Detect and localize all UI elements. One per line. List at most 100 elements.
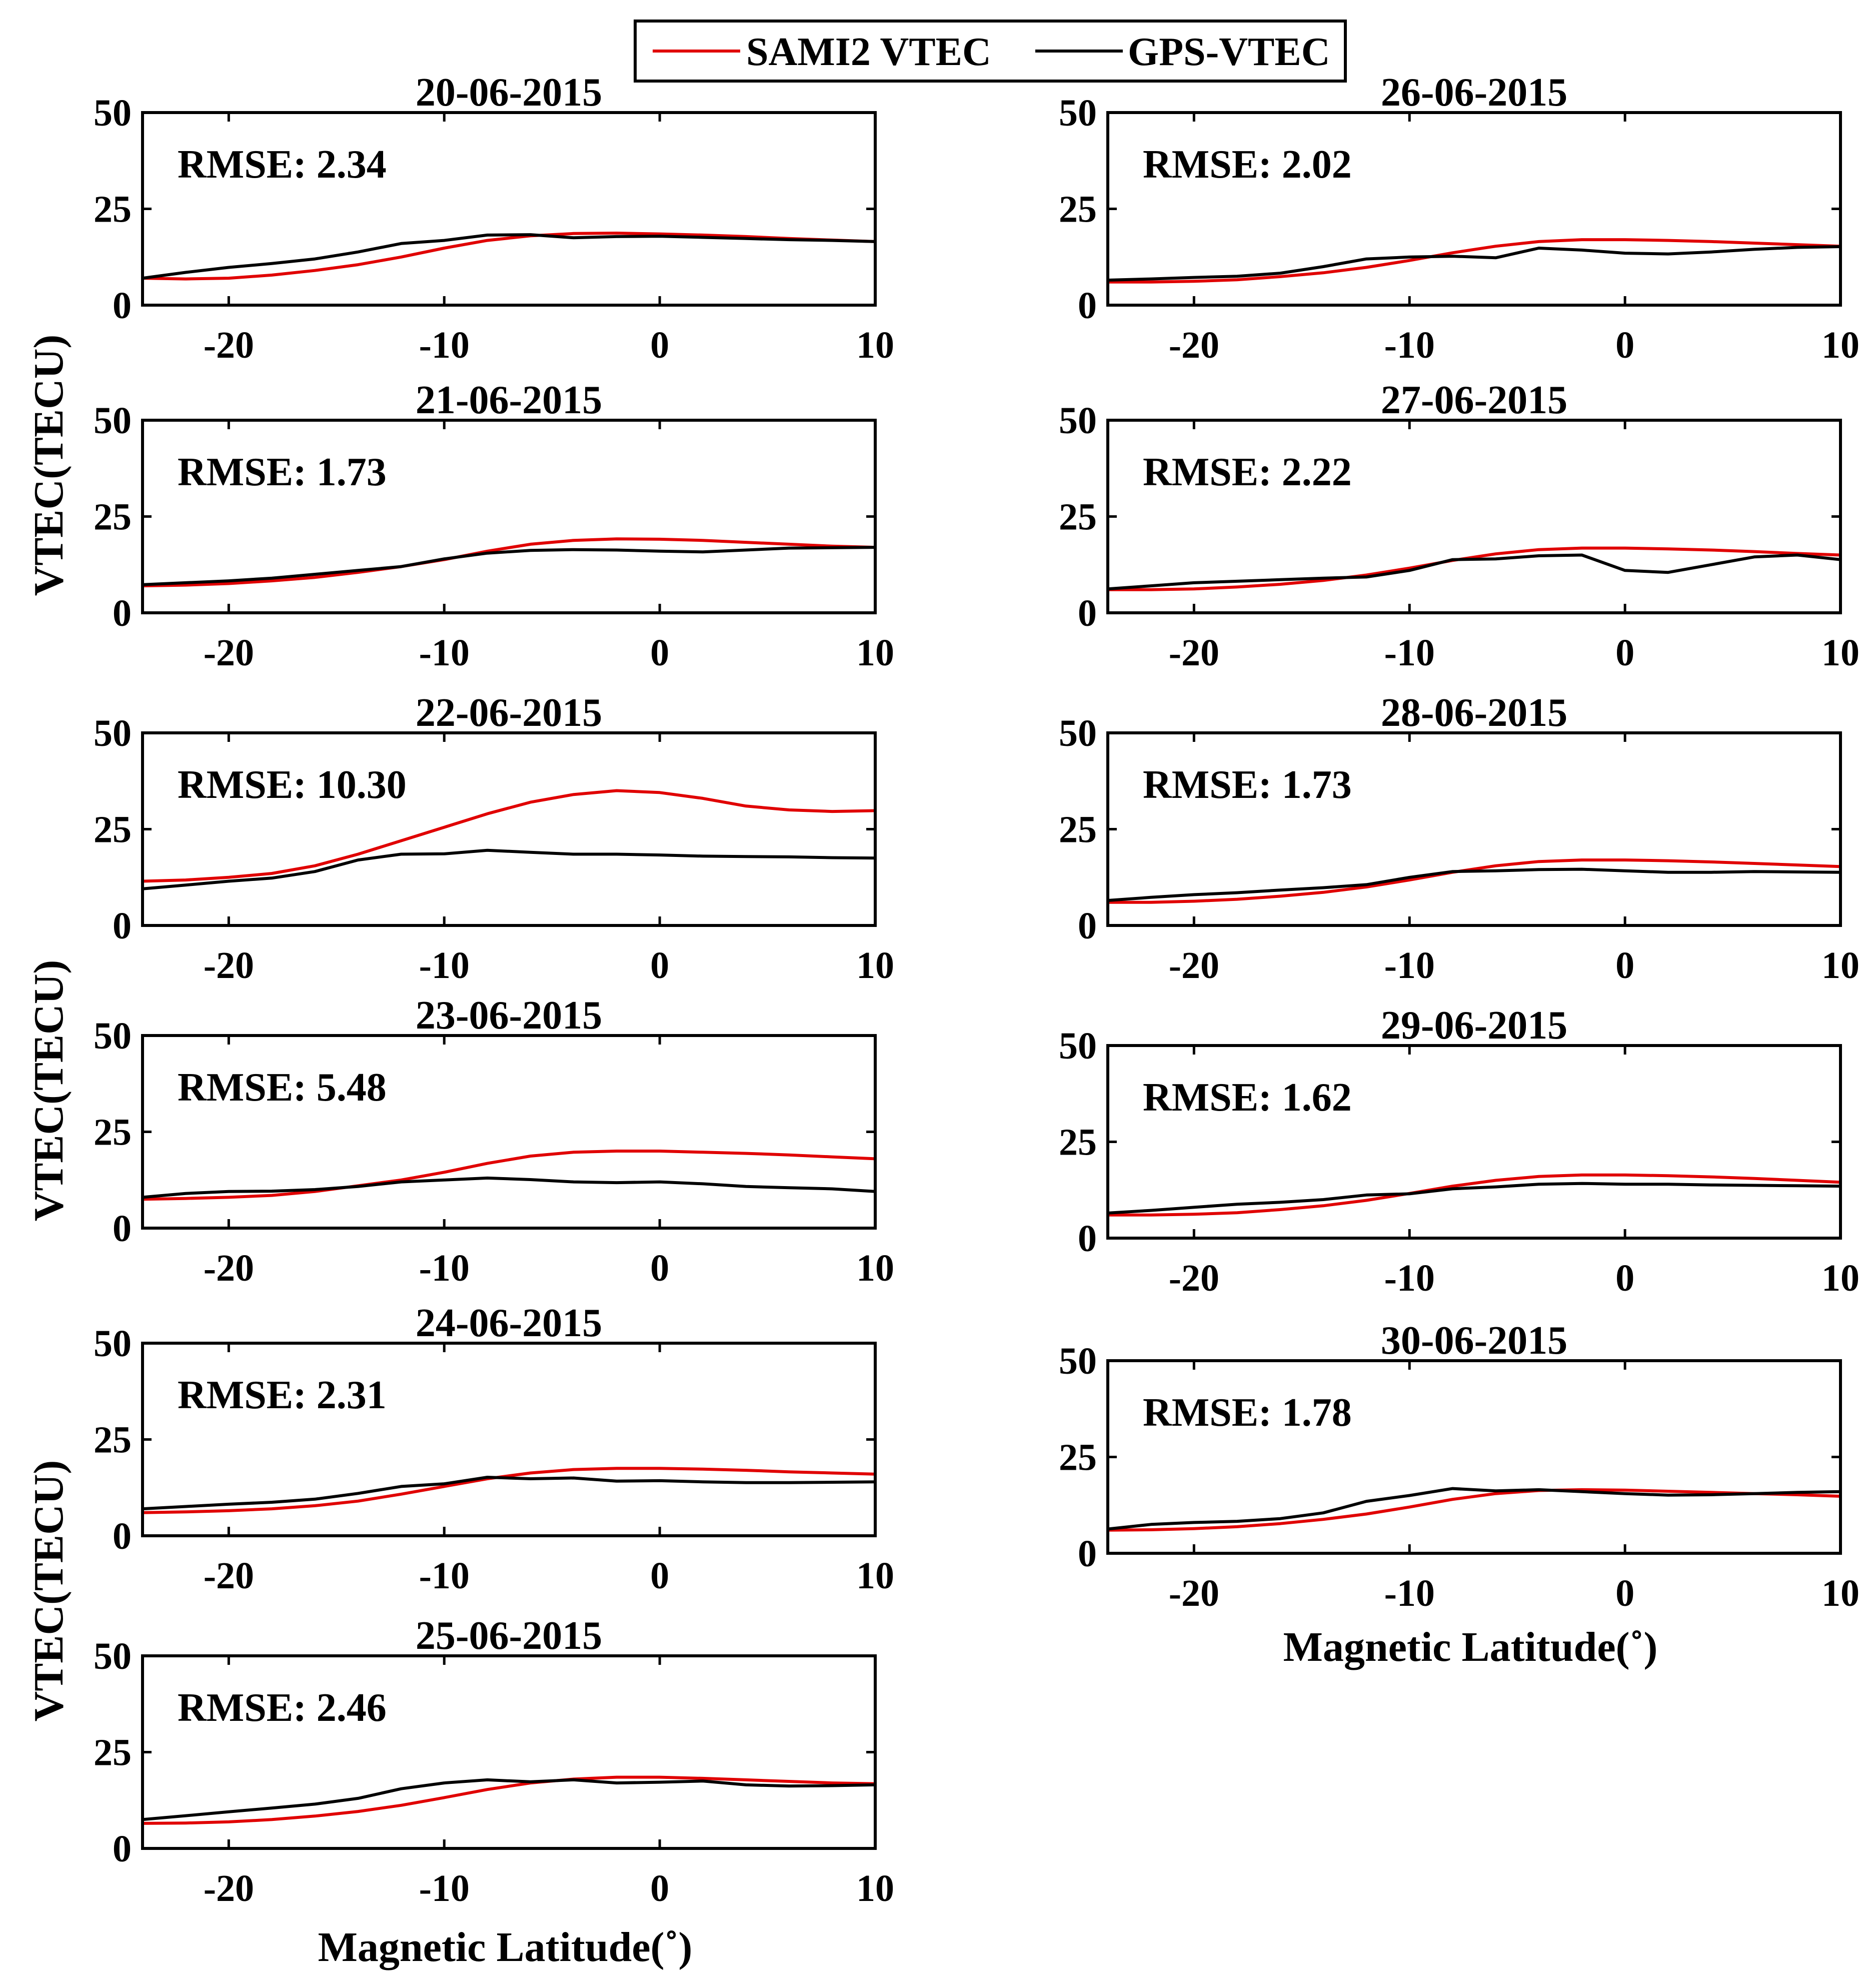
x-tick-label: -10 — [419, 1867, 470, 1909]
y-tick-label: 50 — [1059, 400, 1097, 442]
gps-vtec-line — [142, 233, 876, 280]
x-tick-label: 10 — [856, 944, 894, 986]
y-tick-label: 0 — [113, 905, 132, 947]
panel-27-06-2015: -20 -10 0 10 0 25 50 27-06-2015 RMSE: 2.22 — [1059, 378, 1859, 674]
y-tick-label: 25 — [1059, 1437, 1097, 1479]
y-tick-label: 50 — [94, 1323, 132, 1365]
sami2-vtec-line — [1108, 1173, 1841, 1217]
axes-frame — [1106, 419, 1842, 614]
rmse-annotation: RMSE: 1.73 — [178, 450, 387, 494]
gps-vtec-line — [1107, 245, 1841, 282]
panel-title: 27-06-2015 — [1381, 378, 1567, 422]
panel-26-06-2015: -20 -10 0 10 0 25 50 26-06-2015 RMSE: 2.02 — [1059, 71, 1859, 366]
x-tick-label: -10 — [1384, 1572, 1435, 1614]
panel-30-06-2015: -20 -10 0 10 0 25 50 30-06-2015 RMSE: 1.78 — [1059, 1319, 1859, 1614]
sami2-vtec-line — [1108, 546, 1841, 591]
y-tick-label: 25 — [94, 1112, 132, 1154]
panel-25-06-2015: -20 -10 0 10 0 25 50 25-06-2015 RMSE: 2.46 — [94, 1614, 894, 1909]
panel-title: 25-06-2015 — [416, 1614, 602, 1658]
gps-vtec-line — [142, 848, 876, 890]
gps-vtec-line — [142, 546, 876, 586]
axes-frame — [141, 1034, 877, 1230]
y-tick-label: 25 — [94, 1419, 132, 1461]
x-tick-label: -20 — [204, 324, 254, 366]
x-tick-label: -10 — [1384, 944, 1435, 986]
x-tick-label: -20 — [1169, 1257, 1219, 1299]
x-tick-label: 10 — [1821, 324, 1859, 366]
rmse-annotation: RMSE: 1.62 — [1143, 1076, 1352, 1120]
y-tick-label: 50 — [94, 92, 132, 134]
axes-frame — [141, 419, 877, 614]
panel-20-06-2015: -20 -10 0 10 0 25 50 20-06-2015 RMSE: 2.34 — [94, 71, 894, 366]
x-tick-label: -10 — [419, 944, 470, 986]
gps-vtec-line — [1107, 1182, 1841, 1215]
x-tick-label: -20 — [204, 944, 254, 986]
panel-21-06-2015: -20 -10 0 10 0 25 50 21-06-2015 RMSE: 1.73 — [94, 378, 894, 674]
x-tick-label: 0 — [1615, 632, 1634, 674]
axes-frame — [1106, 1359, 1842, 1555]
legend-label-sami2: SAMI2 VTEC — [746, 30, 991, 74]
y-tick-label: 0 — [1078, 285, 1097, 327]
y-tick-label: 0 — [113, 1208, 132, 1250]
x-tick-label: 10 — [856, 632, 894, 674]
panel-title: 23-06-2015 — [416, 994, 602, 1038]
x-tick-label: -10 — [419, 1555, 470, 1597]
panel-23-06-2015: -20 -10 0 10 0 25 50 23-06-2015 RMSE: 5.48 — [94, 994, 894, 1289]
y-tick-label: 50 — [1059, 92, 1097, 134]
x-tick-label: 0 — [1615, 324, 1634, 366]
rmse-annotation: RMSE: 2.46 — [178, 1686, 387, 1730]
y-tick-label: 50 — [1059, 1025, 1097, 1067]
y-tick-label: 0 — [113, 1515, 132, 1557]
y-tick-label: 50 — [94, 400, 132, 442]
rmse-annotation: RMSE: 2.02 — [1143, 143, 1352, 187]
legend: SAMI2 VTEC GPS-VTEC — [634, 20, 1347, 83]
y-tick-label: 50 — [1059, 1340, 1097, 1382]
rmse-annotation: RMSE: 1.78 — [1143, 1391, 1352, 1435]
y-tick-label: 25 — [94, 809, 132, 851]
gps-vtec-line — [1107, 867, 1841, 902]
x-axis-label-left: Magnetic Latitude(˚) — [318, 1924, 693, 1970]
y-axis-label-3: VTEC(TECU) — [26, 1460, 72, 1722]
y-tick-label: 25 — [94, 496, 132, 538]
x-tick-label: 0 — [650, 944, 669, 986]
y-tick-label: 25 — [1059, 1122, 1097, 1164]
x-tick-label: 10 — [1821, 944, 1859, 986]
sami2-vtec-line — [142, 1775, 876, 1825]
rmse-annotation: RMSE: 10.30 — [178, 763, 407, 807]
x-tick-label: -20 — [204, 1555, 254, 1597]
x-tick-label: 0 — [1615, 1572, 1634, 1614]
x-tick-label: 10 — [1821, 1257, 1859, 1299]
x-tick-label: 0 — [650, 632, 669, 674]
panel-title: 20-06-2015 — [416, 71, 602, 115]
sami2-vtec-line — [142, 537, 876, 588]
x-tick-label: -20 — [1169, 1572, 1219, 1614]
x-tick-label: -10 — [419, 1247, 470, 1289]
x-tick-label: -20 — [204, 632, 254, 674]
axes-frame — [1106, 1044, 1842, 1240]
x-tick-label: -20 — [1169, 324, 1219, 366]
panel-28-06-2015: -20 -10 0 10 0 25 50 28-06-2015 RMSE: 1.73 — [1059, 691, 1859, 986]
x-tick-label: -20 — [1169, 632, 1219, 674]
x-tick-label: -10 — [1384, 1257, 1435, 1299]
y-tick-label: 25 — [1059, 809, 1097, 851]
panel-title: 30-06-2015 — [1381, 1319, 1567, 1363]
x-tick-label: 10 — [1821, 1572, 1859, 1614]
x-tick-label: 0 — [1615, 944, 1634, 986]
x-tick-label: 10 — [856, 324, 894, 366]
x-tick-label: 0 — [650, 1867, 669, 1909]
gps-vtec-line — [1107, 553, 1841, 591]
y-tick-label: 25 — [1059, 496, 1097, 538]
y-tick-label: 0 — [1078, 1533, 1097, 1575]
gps-vtec-line — [1107, 1487, 1841, 1531]
sami2-vtec-line — [142, 232, 876, 281]
rmse-annotation: RMSE: 2.22 — [1143, 450, 1352, 494]
x-tick-label: -10 — [419, 324, 470, 366]
y-tick-label: 0 — [1078, 1218, 1097, 1260]
x-tick-label: -20 — [1169, 944, 1219, 986]
sami2-vtec-line — [1107, 1488, 1841, 1532]
x-tick-label: 10 — [1821, 632, 1859, 674]
legend-label-gps: GPS-VTEC — [1128, 30, 1330, 74]
x-tick-label: -10 — [419, 632, 470, 674]
rmse-annotation: RMSE: 5.48 — [178, 1066, 387, 1110]
